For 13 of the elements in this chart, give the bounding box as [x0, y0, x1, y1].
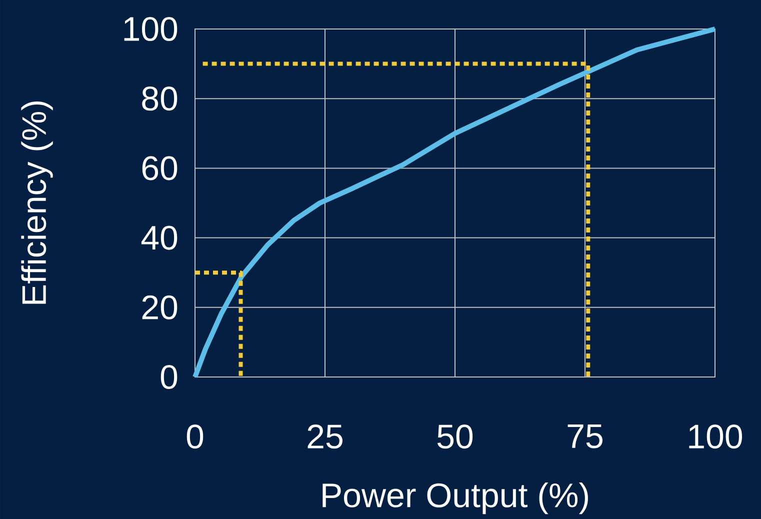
x-tick-label: 75 — [568, 424, 602, 448]
y-tick-label: 60 — [142, 156, 178, 180]
x-tick-label: 25 — [308, 424, 342, 449]
y-tick-label: 80 — [142, 86, 178, 111]
x-axis-title: Power Output (%) — [322, 482, 588, 514]
x-tick-label: 50 — [437, 424, 473, 449]
y-tick-label: 40 — [141, 226, 178, 250]
y-tick-label: 0 — [160, 364, 178, 390]
y-tick-label: 100 — [124, 16, 178, 42]
y-axis-title: Efficiency (%) — [21, 102, 53, 304]
y-tick-label: 20 — [142, 295, 178, 320]
x-tick-label: 100 — [689, 424, 742, 449]
x-tick-label: 0 — [186, 424, 204, 449]
